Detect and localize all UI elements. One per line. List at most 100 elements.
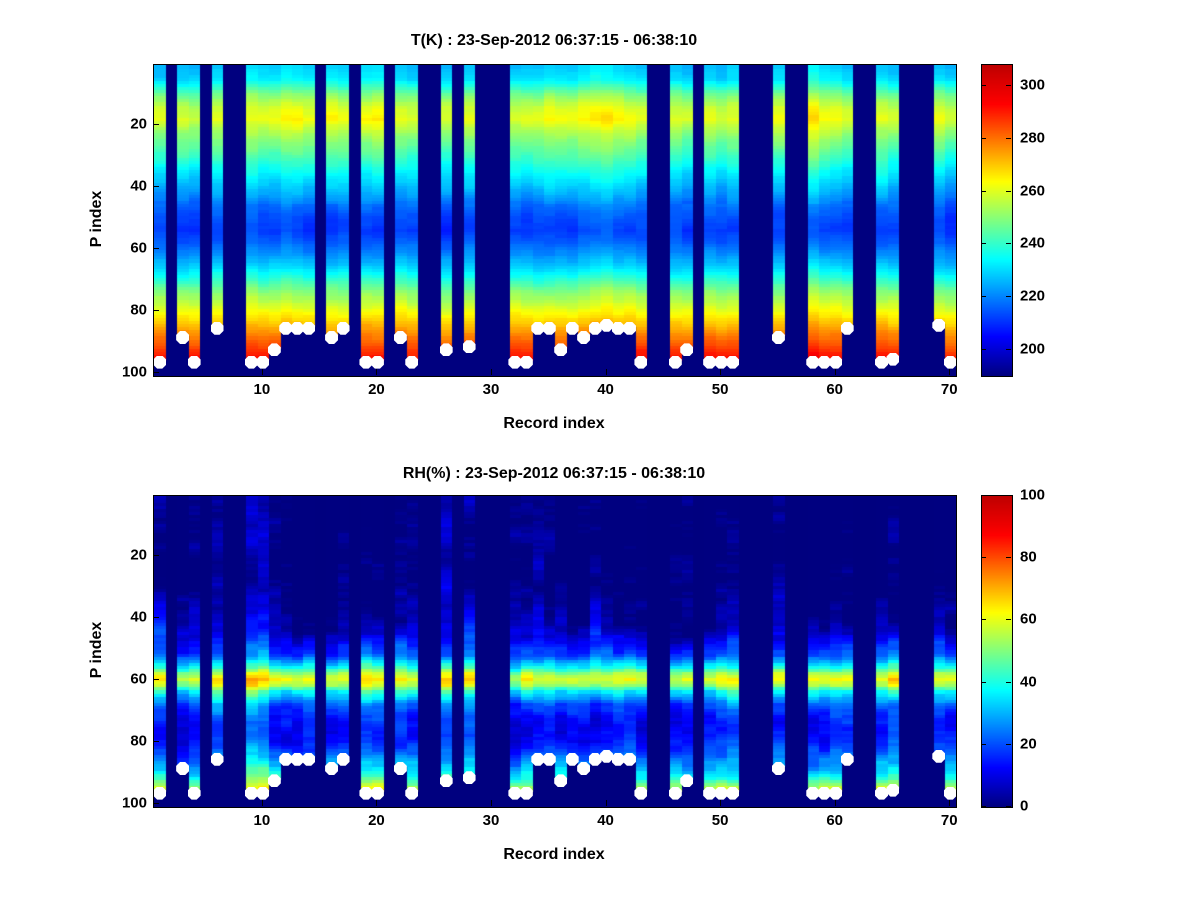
x-tick-label: 60: [826, 381, 844, 398]
y-tick: [153, 371, 159, 373]
heatmap-temperature: [154, 65, 956, 376]
colorbar-tick: [1006, 85, 1011, 87]
colorbar-tick: [981, 681, 986, 683]
y-tick: [153, 741, 159, 742]
colorbar-tick-label: 240: [1020, 234, 1046, 252]
colorbar-tick-label: 200: [1020, 340, 1046, 358]
colorbar-tick: [1006, 619, 1011, 621]
y-tick-label: 80: [130, 732, 147, 750]
y-tick-label: 60: [130, 239, 147, 257]
x-tick-label: 20: [368, 812, 385, 829]
colorbar-tick: [1006, 806, 1011, 807]
x-tick: [490, 800, 492, 806]
colorbar-tick: [1006, 348, 1011, 350]
panel-title-temperature: T(K) : 23-Sep-2012 06:37:15 - 06:38:10: [410, 32, 698, 49]
colorbar-tick: [1006, 243, 1011, 245]
y-tick-label: 100: [121, 363, 147, 381]
y-tick: [153, 310, 159, 311]
y-tick: [153, 555, 159, 557]
colorbar-tick-label: 40: [1020, 673, 1037, 691]
colorbar-tick-label: 220: [1020, 287, 1046, 305]
x-tick: [261, 800, 263, 806]
y-tick: [153, 617, 159, 619]
x-tick-label: 10: [253, 812, 271, 829]
colorbar-tick: [1006, 137, 1011, 139]
x-tick: [949, 369, 951, 375]
y-tick: [153, 679, 159, 681]
x-tick-label: 30: [482, 812, 500, 829]
colorbar-tick: [1006, 557, 1011, 559]
colorbar-tick: [981, 619, 986, 621]
x-tick: [605, 369, 607, 375]
colorbar-tick: [981, 743, 986, 745]
x-tick: [261, 369, 263, 375]
y-tick: [153, 248, 159, 250]
colorbar-tick-label: 0: [1020, 797, 1029, 815]
colorbar-tick-label: 20: [1020, 735, 1037, 753]
x-tick: [720, 369, 722, 375]
y-tick: [153, 186, 159, 188]
x-tick: [376, 800, 378, 806]
x-tick: [720, 800, 722, 806]
colorbar-tick-label: 100: [1020, 486, 1046, 504]
colorbar-tick: [1006, 743, 1011, 745]
x-tick-label: 40: [597, 381, 614, 398]
xlabel-temperature: Record index: [503, 415, 605, 432]
y-tick-label: 80: [130, 301, 147, 319]
axes-temperature: [153, 64, 957, 377]
x-tick: [949, 800, 951, 806]
colorbar-tick: [981, 495, 986, 496]
colorbar-temperature: [981, 64, 1013, 377]
x-tick-label: 50: [711, 812, 729, 829]
panel-title-relative-humidity: RH(%) : 23-Sep-2012 06:37:15 - 06:38:10: [402, 465, 706, 482]
colorbar-tick: [981, 85, 986, 87]
x-tick-label: 70: [940, 812, 958, 829]
colorbar-tick: [981, 243, 986, 245]
ylabel-temperature: P index: [88, 190, 105, 248]
x-tick-label: 70: [940, 381, 958, 398]
x-tick: [605, 800, 607, 806]
x-tick-label: 50: [711, 381, 729, 398]
x-tick-label: 60: [826, 812, 844, 829]
axes-relative-humidity: [153, 495, 957, 808]
colorbar-tick-label: 280: [1020, 129, 1046, 147]
x-tick-label: 20: [368, 381, 385, 398]
x-tick: [834, 369, 836, 375]
colorbar-gradient-temperature: [982, 65, 1012, 376]
panel-relative-humidity: RH(%) : 23-Sep-2012 06:37:15 - 06:38:10 …: [0, 440, 1200, 900]
xlabel-relative-humidity: Record index: [503, 846, 605, 863]
colorbar-tick: [1006, 495, 1011, 496]
colorbar-tick: [981, 806, 986, 807]
x-tick-label: 10: [253, 381, 271, 398]
colorbar-tick: [981, 557, 986, 559]
x-tick: [490, 369, 492, 375]
colorbar-tick: [981, 190, 986, 192]
y-tick: [153, 802, 159, 804]
panel-temperature: T(K) : 23-Sep-2012 06:37:15 - 06:38:10 1…: [0, 0, 1200, 440]
y-tick-label: 40: [130, 608, 147, 626]
ylabel-relative-humidity: P index: [88, 621, 105, 679]
y-tick-label: 20: [130, 546, 147, 564]
y-tick-label: 40: [130, 177, 147, 195]
x-tick: [834, 800, 836, 806]
y-tick-label: 100: [121, 794, 147, 812]
colorbar-tick-label: 300: [1020, 76, 1046, 94]
colorbar-tick: [981, 137, 986, 139]
colorbar-tick-label: 260: [1020, 182, 1046, 199]
x-tick-label: 40: [597, 812, 614, 829]
y-tick-label: 20: [130, 115, 147, 133]
heatmap-relative-humidity: [154, 496, 956, 807]
x-tick-label: 30: [482, 381, 500, 398]
x-tick: [376, 369, 378, 375]
colorbar-tick: [1006, 681, 1011, 683]
colorbar-tick-label: 60: [1020, 610, 1037, 628]
colorbar-gradient-relative-humidity: [982, 496, 1012, 807]
y-tick: [153, 124, 159, 126]
colorbar-tick-label: 80: [1020, 548, 1037, 566]
colorbar-tick: [1006, 295, 1011, 297]
colorbar-relative-humidity: [981, 495, 1013, 808]
y-tick-label: 60: [130, 670, 147, 688]
colorbar-tick: [981, 295, 986, 297]
colorbar-tick: [981, 348, 986, 350]
